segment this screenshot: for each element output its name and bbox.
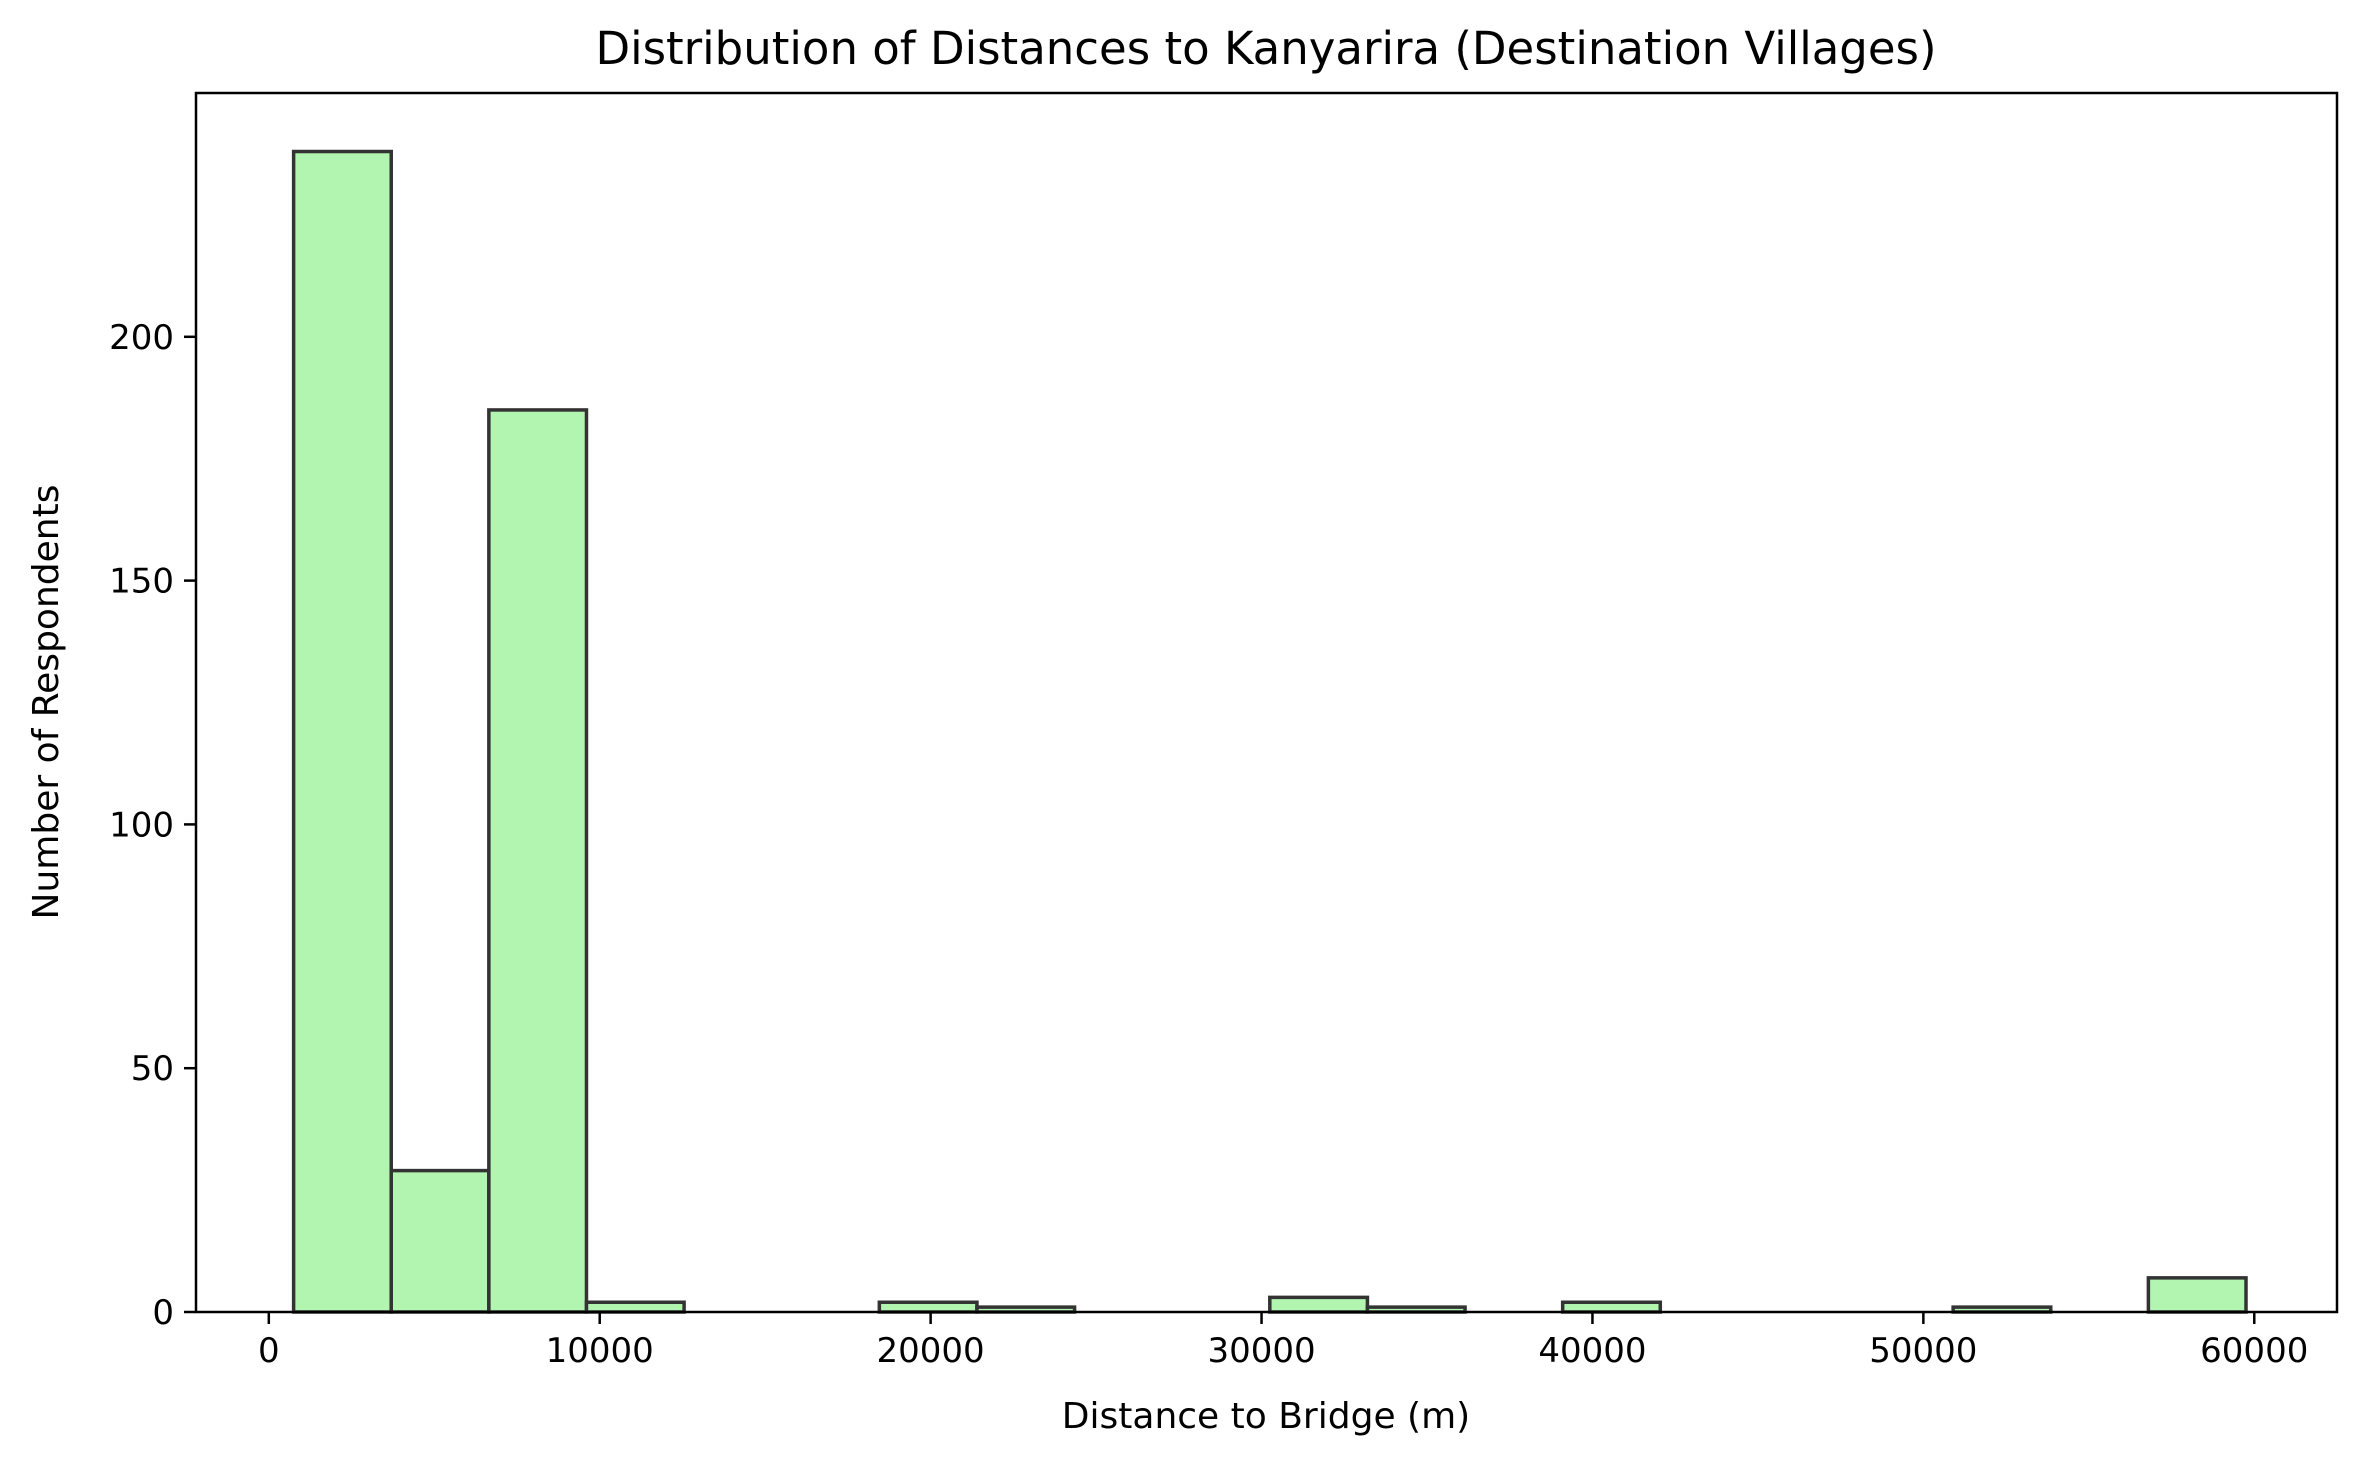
histogram-bar-0 — [291, 149, 393, 1314]
x-tick-label-4: 40000 — [1538, 1331, 1646, 1371]
y-tick-label-0: 0 — [152, 1293, 174, 1333]
histogram-bar-2 — [487, 408, 589, 1314]
y-tick-label-3: 150 — [109, 562, 174, 602]
x-tick-label-5: 50000 — [1869, 1331, 1977, 1371]
y-axis-label: Number of Respondents — [26, 485, 67, 920]
y-axis: 0 50 100 150 200 — [109, 318, 196, 1333]
histogram-bar-1 — [389, 1168, 491, 1314]
x-axis-label: Distance to Bridge (m) — [1062, 1396, 1470, 1437]
x-tick-label-3: 30000 — [1207, 1331, 1315, 1371]
y-tick-label-2: 100 — [109, 805, 174, 845]
x-tick-label-1: 10000 — [546, 1331, 654, 1371]
histogram-bar-6 — [877, 1300, 979, 1314]
x-tick-label-2: 20000 — [877, 1331, 985, 1371]
histogram-bar-3 — [584, 1300, 686, 1314]
chart-title: Distribution of Distances to Kanyarira (… — [595, 22, 1936, 75]
x-tick-label-6: 60000 — [2200, 1331, 2308, 1371]
x-tick-label-0: 0 — [258, 1331, 280, 1371]
y-tick-label-4: 200 — [109, 318, 174, 358]
histogram-bar-13 — [1560, 1300, 1663, 1314]
histogram-bar-19 — [2146, 1276, 2248, 1314]
x-axis: 0 10000 20000 30000 40000 50000 60000 — [258, 1312, 2308, 1371]
plot-frame — [194, 91, 2339, 1314]
bars-group — [291, 149, 2248, 1314]
y-tick-label-1: 50 — [131, 1049, 174, 1089]
histogram-bar-10 — [1268, 1295, 1370, 1314]
